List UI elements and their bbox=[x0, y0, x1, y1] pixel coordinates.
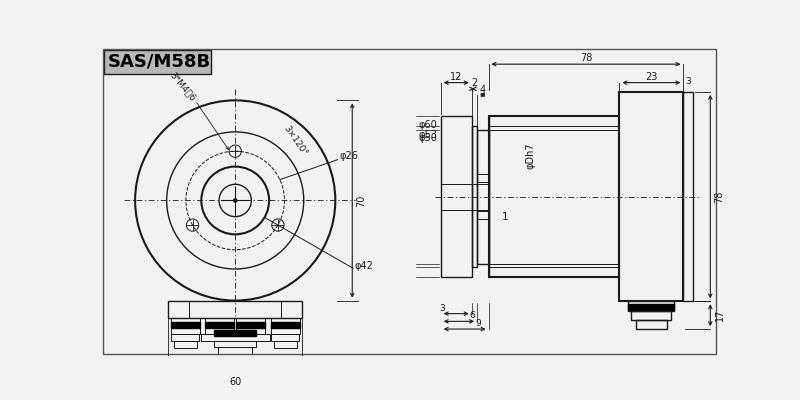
Bar bbox=[170, 318, 200, 334]
Text: 2: 2 bbox=[471, 78, 478, 88]
Text: φDh7: φDh7 bbox=[526, 143, 536, 169]
Bar bbox=[619, 92, 683, 301]
Bar bbox=[477, 174, 489, 182]
Bar bbox=[214, 330, 256, 336]
Text: 17: 17 bbox=[714, 309, 725, 321]
Bar bbox=[683, 92, 694, 301]
Text: SAS/M58B: SAS/M58B bbox=[108, 53, 211, 71]
Bar bbox=[477, 211, 489, 219]
Circle shape bbox=[233, 198, 238, 203]
Text: φ53: φ53 bbox=[418, 130, 437, 140]
Bar bbox=[441, 116, 472, 278]
Bar bbox=[270, 322, 300, 328]
Bar bbox=[205, 322, 234, 328]
Bar bbox=[636, 320, 666, 329]
Bar bbox=[168, 300, 302, 318]
Text: 6: 6 bbox=[469, 311, 474, 320]
Bar bbox=[205, 318, 234, 334]
Bar bbox=[103, 50, 211, 74]
Bar bbox=[171, 334, 199, 340]
Bar bbox=[489, 116, 619, 278]
Bar bbox=[271, 334, 299, 340]
Text: 3*M4深6: 3*M4深6 bbox=[168, 70, 198, 103]
Text: 78: 78 bbox=[580, 53, 592, 63]
Bar bbox=[236, 318, 266, 334]
Bar bbox=[218, 347, 252, 354]
Text: 9: 9 bbox=[476, 319, 482, 328]
Text: 1: 1 bbox=[502, 212, 509, 222]
Text: 78: 78 bbox=[714, 190, 725, 203]
Bar bbox=[270, 318, 300, 334]
Text: 60: 60 bbox=[229, 377, 242, 387]
Text: 3×120°: 3×120° bbox=[282, 124, 309, 157]
Bar bbox=[472, 126, 477, 268]
Bar bbox=[236, 322, 266, 328]
Text: 23: 23 bbox=[646, 72, 658, 82]
Text: 12: 12 bbox=[450, 72, 462, 82]
Bar bbox=[477, 130, 489, 264]
Bar bbox=[631, 310, 671, 320]
Bar bbox=[170, 322, 200, 328]
Bar bbox=[214, 341, 256, 347]
Bar bbox=[201, 334, 270, 340]
Text: φ26: φ26 bbox=[339, 151, 358, 161]
Text: 3: 3 bbox=[440, 304, 446, 313]
Text: φ60: φ60 bbox=[418, 120, 437, 130]
Text: φ42: φ42 bbox=[354, 261, 374, 271]
Text: 70: 70 bbox=[357, 194, 366, 207]
Text: φ50: φ50 bbox=[418, 134, 437, 144]
Bar bbox=[628, 301, 674, 310]
Bar bbox=[274, 341, 297, 348]
Text: 3: 3 bbox=[685, 77, 691, 86]
Text: 4: 4 bbox=[480, 84, 486, 94]
Bar bbox=[174, 341, 197, 348]
Bar bbox=[628, 304, 674, 310]
